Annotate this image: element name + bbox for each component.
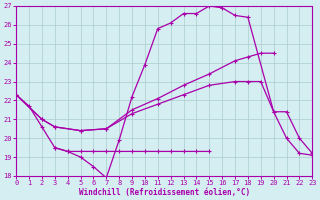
X-axis label: Windchill (Refroidissement éolien,°C): Windchill (Refroidissement éolien,°C) [79,188,250,197]
